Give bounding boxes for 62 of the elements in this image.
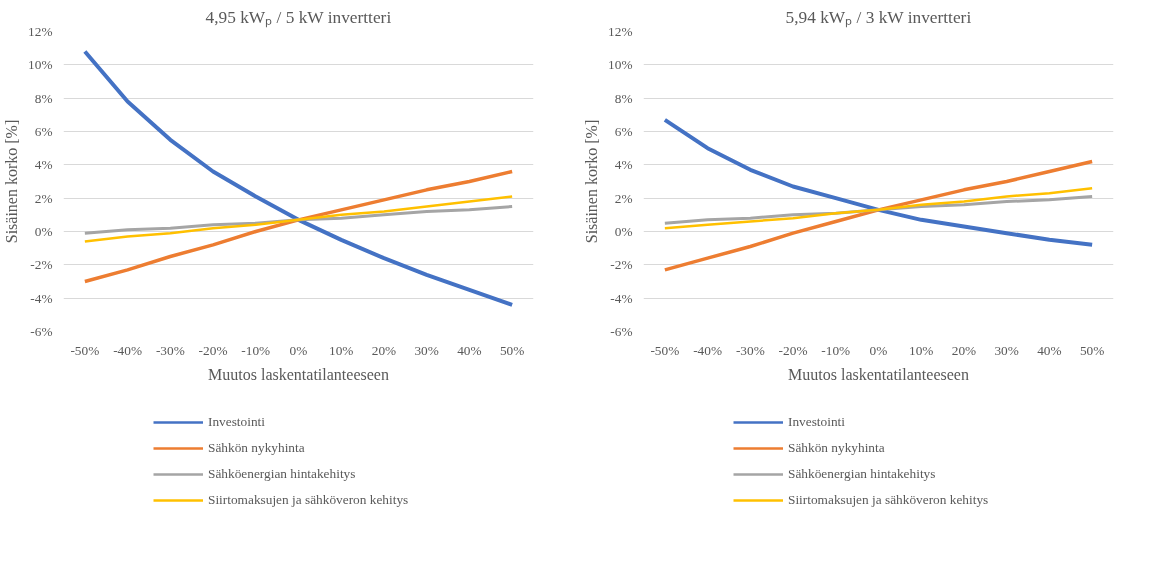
legend-label: Sähkön nykyhinta: [208, 440, 305, 456]
y-tick-label: 0%: [34, 224, 53, 239]
y-tick-label: -2%: [30, 257, 53, 273]
x-axis-title: Muutos laskentatilanteeseen: [788, 365, 969, 383]
y-tick-label: 6%: [34, 124, 53, 139]
legend-label: Sähkön nykyhinta: [788, 440, 885, 456]
line-series: [663, 186, 1094, 230]
line-series: [82, 49, 515, 307]
y-tick-label: 12%: [28, 24, 53, 39]
x-tick-label: 40%: [457, 342, 482, 358]
y-tick-label: 4%: [614, 157, 633, 173]
y-tick-label: 8%: [614, 90, 633, 106]
x-tick-label: 20%: [951, 342, 977, 358]
y-tick-label: 2%: [614, 190, 633, 206]
x-tick-label: 30%: [994, 342, 1019, 358]
x-tick-label: 20%: [371, 342, 397, 358]
y-axis-title: Sisäinen korko [%]: [3, 119, 21, 244]
chart-title: 5,94 kWₚ / 3 kW invertteri: [785, 7, 972, 28]
x-tick-label: 30%: [414, 342, 439, 358]
legend-label: Investointi: [208, 414, 266, 430]
x-tick-label: 50%: [499, 342, 525, 358]
line-series: [662, 117, 1095, 247]
legend-label: Sähköenergian hintakehitys: [788, 466, 936, 482]
x-tick-label: 10%: [329, 342, 354, 358]
x-tick-label: 0%: [289, 342, 308, 358]
y-tick-label: -2%: [610, 257, 633, 273]
x-tick-label: -20%: [778, 342, 808, 358]
y-tick-label: 10%: [28, 57, 53, 73]
y-tick-label: 2%: [34, 190, 53, 206]
x-tick-label: -50%: [650, 342, 680, 358]
legend-label: Sähköenergian hintakehitys: [208, 466, 356, 482]
y-axis-title: Sisäinen korko [%]: [583, 119, 601, 244]
chart-title: 4,95 kWₚ / 5 kW invertteri: [205, 7, 392, 28]
x-tick-label: -20%: [198, 342, 228, 358]
y-tick-label: -4%: [30, 290, 53, 306]
x-axis-title: Muutos laskentatilanteeseen: [208, 365, 389, 383]
x-tick-label: 40%: [1037, 342, 1062, 358]
y-tick-label: 4%: [34, 157, 53, 173]
legend-label: Siirtomaksujen ja sähköveron kehitys: [208, 492, 409, 508]
y-tick-label: -6%: [30, 324, 53, 339]
x-tick-label: -30%: [155, 342, 185, 358]
y-tick-label: 0%: [614, 224, 633, 239]
y-tick-label: 6%: [614, 124, 633, 139]
y-tick-label: -4%: [610, 290, 633, 306]
y-tick-label: 8%: [34, 90, 53, 106]
x-tick-label: -10%: [241, 342, 271, 358]
y-tick-label: 10%: [608, 57, 633, 73]
x-tick-label: -40%: [693, 342, 723, 358]
line-series: [83, 169, 514, 284]
x-tick-label: 0%: [869, 342, 888, 358]
x-tick-label: 50%: [1079, 342, 1105, 358]
x-tick-label: -40%: [113, 342, 143, 358]
legend-label: Siirtomaksujen ja sähköveron kehitys: [788, 492, 989, 508]
y-tick-label: 12%: [608, 24, 633, 39]
y-tick-label: -6%: [610, 324, 633, 339]
legend-label: Investointi: [788, 414, 846, 430]
line-series: [83, 195, 514, 243]
x-tick-label: 10%: [909, 342, 934, 358]
x-tick-label: -50%: [70, 342, 100, 358]
line-series: [663, 159, 1094, 272]
x-tick-label: -10%: [821, 342, 851, 358]
x-tick-label: -30%: [735, 342, 765, 358]
